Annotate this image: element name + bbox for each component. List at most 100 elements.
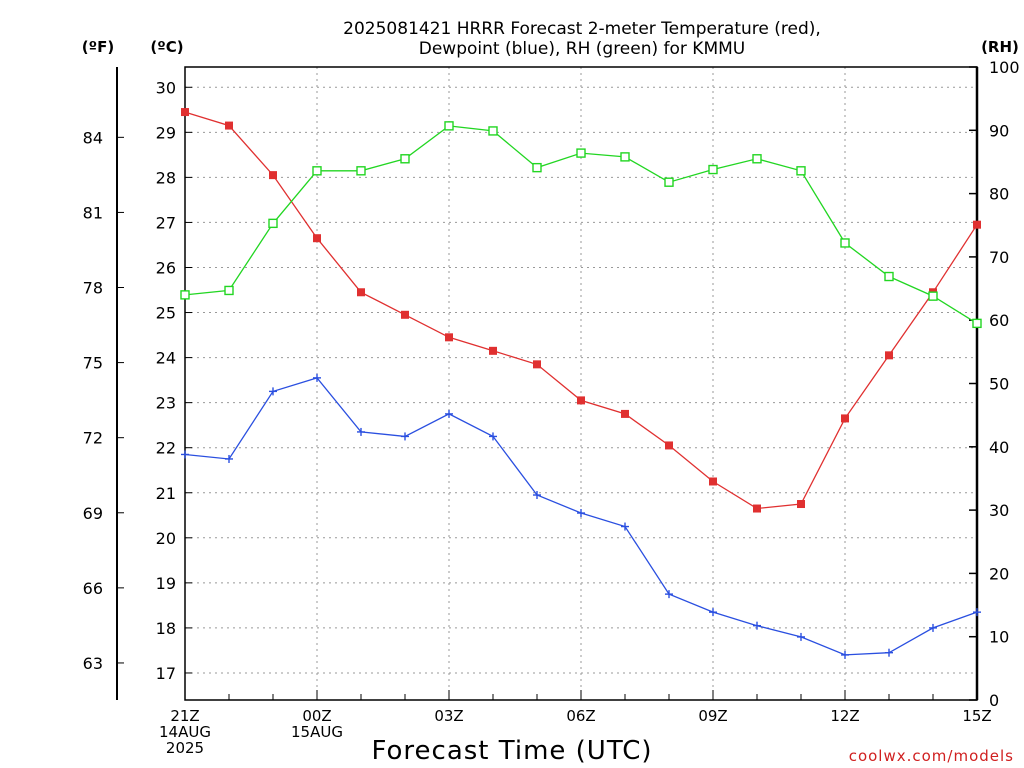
- fahrenheit-tick-label: 81: [83, 203, 103, 222]
- temperature-point: [533, 360, 541, 369]
- temperature-point: [445, 333, 453, 342]
- fahrenheit-tick-label: 72: [83, 429, 103, 448]
- temperature-point: [621, 409, 629, 418]
- fahrenheit-unit-label: (ºF): [82, 38, 114, 56]
- tick-labels: 17 18 19 20 21 22 23 24 25 26 27 28 29 30 63 66 69 72 75 78…: [83, 58, 1020, 757]
- series-rh: [180, 121, 982, 329]
- x-tick-label: 00Z: [302, 707, 331, 725]
- temperature-point: [313, 234, 321, 243]
- rh-point: [444, 121, 454, 131]
- dewpoint-point: [709, 608, 717, 617]
- temperature-point: [269, 171, 277, 180]
- fahrenheit-tick-label: 84: [83, 128, 103, 147]
- dewpoint-point: [357, 427, 365, 436]
- celsius-tick-label: 23: [156, 394, 176, 413]
- temperature-point: [709, 477, 717, 486]
- dewpoint-point: [313, 373, 321, 382]
- grid-lines: [185, 67, 977, 700]
- dewpoint-point: [181, 450, 189, 459]
- dewpoint-point: [929, 623, 937, 632]
- temperature-point: [885, 351, 893, 360]
- temperature-point: [973, 220, 981, 229]
- dewpoint-point: [841, 650, 849, 659]
- celsius-tick-label: 17: [156, 664, 176, 683]
- celsius-tick-label: 22: [156, 439, 176, 458]
- rh-point: [928, 291, 938, 301]
- temperature-point: [797, 500, 805, 509]
- rh-tick-label: 50: [989, 375, 1009, 394]
- dewpoint-point: [225, 454, 233, 463]
- x-tick-label: 15AUG: [291, 723, 343, 741]
- x-tick-label: 14AUG: [159, 723, 211, 741]
- rh-tick-label: 20: [989, 564, 1009, 583]
- celsius-tick-label: 25: [156, 304, 176, 323]
- x-tick-label: 15Z: [962, 707, 991, 725]
- rh-point: [488, 126, 498, 136]
- rh-tick-label: 100: [989, 58, 1020, 77]
- rh-point: [312, 166, 322, 176]
- fahrenheit-tick-label: 69: [83, 504, 103, 523]
- rh-point: [356, 166, 366, 176]
- source-credit: coolwx.com/models: [849, 747, 1014, 765]
- temperature-point: [181, 108, 189, 117]
- plot-frame: [184, 66, 978, 701]
- x-tick-label: 09Z: [698, 707, 727, 725]
- rh-tick-label: 10: [989, 628, 1009, 647]
- rh-point: [796, 166, 806, 176]
- dewpoint-point: [753, 621, 761, 630]
- temperature-point: [489, 346, 497, 355]
- temperature-point: [401, 310, 409, 319]
- celsius-tick-label: 28: [156, 168, 176, 187]
- x-tick-label: 06Z: [566, 707, 595, 725]
- celsius-tick-label: 21: [156, 484, 176, 503]
- rh-point: [268, 218, 278, 229]
- rh-point: [708, 164, 718, 175]
- dewpoint-point: [269, 387, 277, 396]
- series-dewpoint: [181, 373, 981, 659]
- fahrenheit-tick-label: 78: [83, 279, 103, 298]
- celsius-tick-label: 26: [156, 258, 176, 277]
- chart-title-line1: 2025081421 HRRR Forecast 2-meter Tempera…: [343, 19, 821, 39]
- dewpoint-point: [885, 648, 893, 657]
- fahrenheit-tick-label: 75: [83, 354, 103, 373]
- dewpoint-point: [973, 608, 981, 617]
- rh-point: [400, 154, 410, 164]
- x-axis-label: Forecast Time (UTC): [371, 736, 652, 766]
- rh-point: [972, 318, 982, 329]
- dewpoint-point: [533, 491, 541, 500]
- celsius-tick-label: 29: [156, 123, 176, 142]
- dewpoint-point: [665, 590, 673, 599]
- rh-point: [752, 154, 762, 164]
- rh-tick-label: 90: [989, 121, 1009, 140]
- celsius-tick-label: 30: [156, 78, 176, 97]
- rh-tick-label: 40: [989, 438, 1009, 457]
- dewpoint-point: [401, 432, 409, 441]
- fahrenheit-tick-label: 63: [83, 654, 103, 673]
- temperature-point: [753, 504, 761, 513]
- chart-title-line2: Dewpoint (blue), RH (green) for KMMU: [419, 39, 746, 59]
- temperature-point: [841, 414, 849, 423]
- temperature-point: [357, 288, 365, 297]
- rh-point: [576, 148, 586, 158]
- dewpoint-point: [797, 632, 805, 641]
- temperature-point: [665, 441, 673, 450]
- dewpoint-point: [445, 409, 453, 418]
- celsius-tick-label: 18: [156, 619, 176, 638]
- rh-unit-label: (RH): [981, 38, 1019, 56]
- rh-point: [840, 238, 850, 248]
- rh-point: [224, 285, 234, 296]
- celsius-tick-label: 20: [156, 529, 176, 548]
- x-tick-label: 2025: [166, 739, 204, 757]
- temperature-point: [577, 396, 585, 405]
- rh-point: [532, 162, 542, 173]
- fahrenheit-tick-label: 66: [83, 579, 103, 598]
- temperature-point: [225, 121, 233, 130]
- rh-tick-label: 70: [989, 248, 1009, 267]
- dewpoint-point: [577, 509, 585, 518]
- celsius-tick-label: 24: [156, 349, 176, 368]
- rh-tick-label: 30: [989, 501, 1009, 520]
- rh-point: [180, 290, 190, 300]
- rh-tick-label: 0: [989, 691, 999, 710]
- dewpoint-point: [489, 432, 497, 441]
